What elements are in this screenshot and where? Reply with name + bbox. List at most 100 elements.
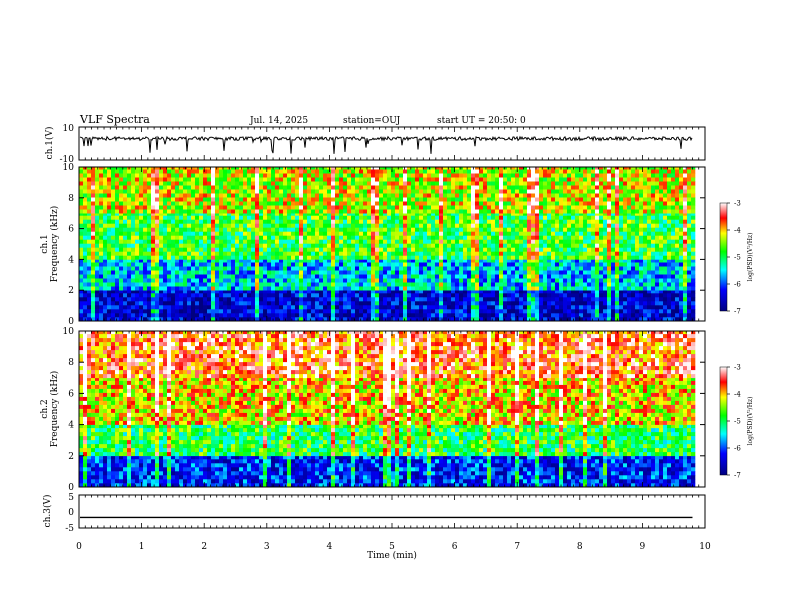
ch1-spec-cell xyxy=(443,219,448,224)
ch1-spec-cell xyxy=(271,313,276,318)
ch1-spec-cell xyxy=(367,185,372,190)
ch1-spec-cell xyxy=(275,219,280,224)
ch1-spec-cell xyxy=(247,278,252,283)
ch1-spec-cell xyxy=(255,251,260,256)
ch1-spec-cell xyxy=(499,255,504,260)
ch1-spec-cell xyxy=(247,177,252,182)
ch1-spec-cell xyxy=(343,223,348,228)
ch1-spec-cell xyxy=(403,251,408,256)
ch1-spec-cell xyxy=(567,181,572,186)
ch1-spec-cell xyxy=(167,223,172,228)
ch1-spec-cell xyxy=(135,243,140,248)
ch1-spec-cell xyxy=(327,313,332,318)
ch1-spec-cell xyxy=(243,201,248,206)
ch1-spec-cell xyxy=(511,274,516,279)
ch1-spec-cell xyxy=(207,266,212,271)
ch1-spec-cell xyxy=(351,270,356,275)
ch1-spec-cell xyxy=(539,313,544,318)
ch1-spec-cell xyxy=(255,259,260,263)
ch1-spec-cell xyxy=(543,317,548,322)
ch1-spec-cell xyxy=(111,301,116,306)
ch1-spec-cell xyxy=(159,305,164,310)
ch1-spec-cell xyxy=(287,290,292,294)
ch1-spec-cell xyxy=(299,290,304,294)
ch1-spec-cell xyxy=(379,215,384,220)
ch1-spec-cell xyxy=(535,197,540,202)
ch1-spec-cell xyxy=(355,173,360,178)
ch1-spec-cell xyxy=(331,201,336,206)
ch1-spec-cell xyxy=(283,247,288,252)
ch1-spec-cell xyxy=(479,262,484,267)
ch1-spec-cell xyxy=(255,274,260,279)
ch1-spec-cell xyxy=(383,205,388,210)
ch1-spec-cell xyxy=(415,235,420,240)
ch1-spec-cell xyxy=(455,282,460,287)
ch1-spec-cell xyxy=(303,317,308,322)
ch1-spec-cell xyxy=(139,266,144,271)
ch1-spec-cell xyxy=(275,259,280,263)
ch1-spec-cell xyxy=(119,278,124,283)
ch1-spec-cell xyxy=(147,317,152,322)
ch1-spec-cell xyxy=(459,173,464,178)
ch1-spec-cell xyxy=(479,223,484,228)
ch1-spec-cell xyxy=(487,251,492,256)
ch1-spec-cell xyxy=(447,293,452,298)
ch1-spec-cell xyxy=(131,251,136,256)
ch1-spec-cell xyxy=(183,313,188,318)
ch1-spec-cell xyxy=(219,231,224,236)
ch1-spec-cell xyxy=(515,239,520,244)
ch1-spec-cell xyxy=(255,201,260,206)
ch1-spec-cell xyxy=(487,247,492,252)
ch1-spec-cell xyxy=(367,251,372,256)
ch1-spec-cell xyxy=(383,215,388,220)
ch1-spec-cell xyxy=(535,227,540,232)
ch1-spec-cell xyxy=(419,293,424,298)
ch1-spec-cell xyxy=(107,223,112,228)
ch1-spec-cell xyxy=(559,235,564,240)
ch1-spec-cell xyxy=(507,177,512,182)
ch1-spec-cell xyxy=(163,201,168,206)
ch1-spec-cell xyxy=(415,305,420,310)
ch1-spec-cell xyxy=(239,266,244,271)
ch1-spec-cell xyxy=(571,286,576,291)
ch1-spec-cell xyxy=(335,293,340,298)
ch1-spec-cell xyxy=(123,293,128,298)
ch1-spec-cell xyxy=(191,227,196,232)
ch1-spec-cell xyxy=(347,201,352,206)
ch1-spec-cell xyxy=(235,213,240,216)
ch1-spec-cell xyxy=(103,259,108,263)
ch1-spec-cell xyxy=(215,185,220,190)
ch1-spec-cell xyxy=(511,227,516,232)
ch1-spec-cell xyxy=(399,305,404,310)
ch1-spec-cell xyxy=(395,262,400,267)
ch1-spec-cell xyxy=(491,309,496,314)
ch1-spec-cell xyxy=(363,290,368,294)
ch1-spec-cell xyxy=(179,173,184,178)
ch1-spec-cell xyxy=(275,209,280,214)
ch1-spec-cell xyxy=(511,313,516,318)
ch1-spec-cell xyxy=(263,313,268,318)
ch1-spec-cell xyxy=(247,243,252,248)
ch1-spec-cell xyxy=(339,251,344,256)
ch1-spec-cell xyxy=(115,197,120,202)
ch1-spec-cell xyxy=(207,317,212,322)
ch1-spec-cell xyxy=(511,286,516,291)
ch1-spec-cell xyxy=(283,181,288,186)
ch1-spec-cell xyxy=(455,173,460,178)
ch1-spec-cell xyxy=(547,181,552,186)
ch1-spec-cell xyxy=(571,297,576,302)
ch1-spec-cell xyxy=(527,239,532,244)
ch1-spec-cell xyxy=(259,197,264,202)
ch1-spec-cell xyxy=(443,270,448,275)
ch1-spec-cell xyxy=(215,309,220,314)
ch1-spec-cell xyxy=(503,259,508,263)
ch1-spec-cell xyxy=(223,297,228,302)
ch1-spec-cell xyxy=(563,282,568,287)
ch1-spec-cell xyxy=(543,185,548,190)
ch1-spec-cell xyxy=(151,177,156,182)
ch1-spec-cell xyxy=(515,293,520,298)
ch1-spec-cell xyxy=(115,297,120,302)
ch1-spec-cell xyxy=(139,239,144,244)
ch1-spec-cell xyxy=(431,231,436,236)
ch1-spec-cell xyxy=(375,266,380,271)
